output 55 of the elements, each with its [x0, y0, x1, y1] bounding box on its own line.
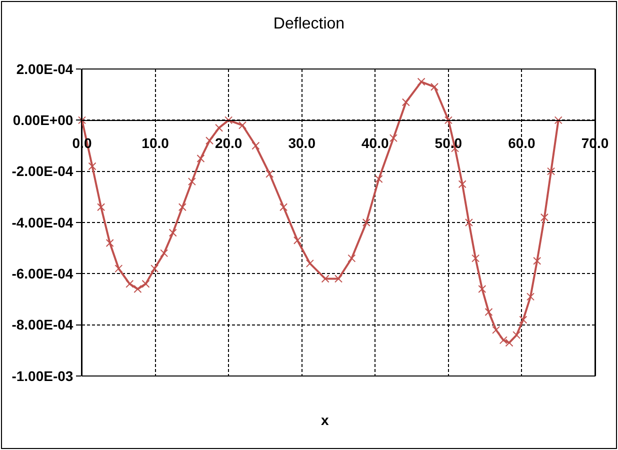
point	[88, 162, 96, 170]
point	[458, 180, 466, 188]
point	[78, 116, 86, 124]
y-tick-label: -2.00E-04	[12, 163, 74, 180]
point	[362, 218, 370, 226]
point	[444, 116, 452, 124]
point	[472, 254, 480, 262]
point	[321, 274, 330, 283]
y-tick-label: -6.00E-04	[12, 266, 74, 282]
y-tick-label: 2.00E-04	[16, 60, 74, 77]
point	[196, 154, 205, 163]
point	[374, 175, 383, 184]
point	[430, 82, 438, 91]
y-tick-label: -4.00E-04	[12, 214, 74, 230]
point	[215, 124, 224, 132]
chart-title: Deflection	[273, 16, 345, 33]
point	[266, 170, 274, 178]
point	[478, 285, 486, 294]
point	[293, 236, 302, 244]
x-axis-title: x	[321, 412, 329, 428]
point	[547, 167, 556, 176]
point	[114, 264, 123, 273]
point	[142, 280, 150, 288]
point	[206, 136, 214, 145]
point	[134, 285, 142, 294]
y-tick-label: -8.00E-04	[12, 316, 74, 333]
point	[512, 331, 521, 340]
point	[526, 292, 535, 301]
point	[464, 218, 473, 226]
point	[554, 116, 562, 124]
point	[334, 274, 342, 283]
point	[306, 259, 314, 268]
point	[533, 256, 542, 265]
point	[168, 228, 177, 237]
point	[188, 178, 196, 186]
point	[97, 203, 106, 212]
point	[417, 78, 426, 86]
point	[492, 326, 500, 334]
point	[150, 264, 159, 273]
point	[252, 142, 260, 150]
point	[106, 238, 114, 247]
point	[280, 203, 288, 212]
point	[484, 308, 493, 316]
point	[389, 134, 398, 142]
point	[178, 203, 186, 212]
point	[348, 254, 356, 262]
point	[519, 316, 528, 324]
point	[238, 121, 246, 130]
point	[160, 249, 168, 258]
point	[126, 280, 134, 288]
point	[540, 213, 548, 222]
point	[402, 98, 410, 106]
point	[224, 116, 233, 124]
y-tick-label: 0.00E+00	[12, 112, 74, 128]
y-tick-label: -1.00E-03	[12, 368, 74, 384]
